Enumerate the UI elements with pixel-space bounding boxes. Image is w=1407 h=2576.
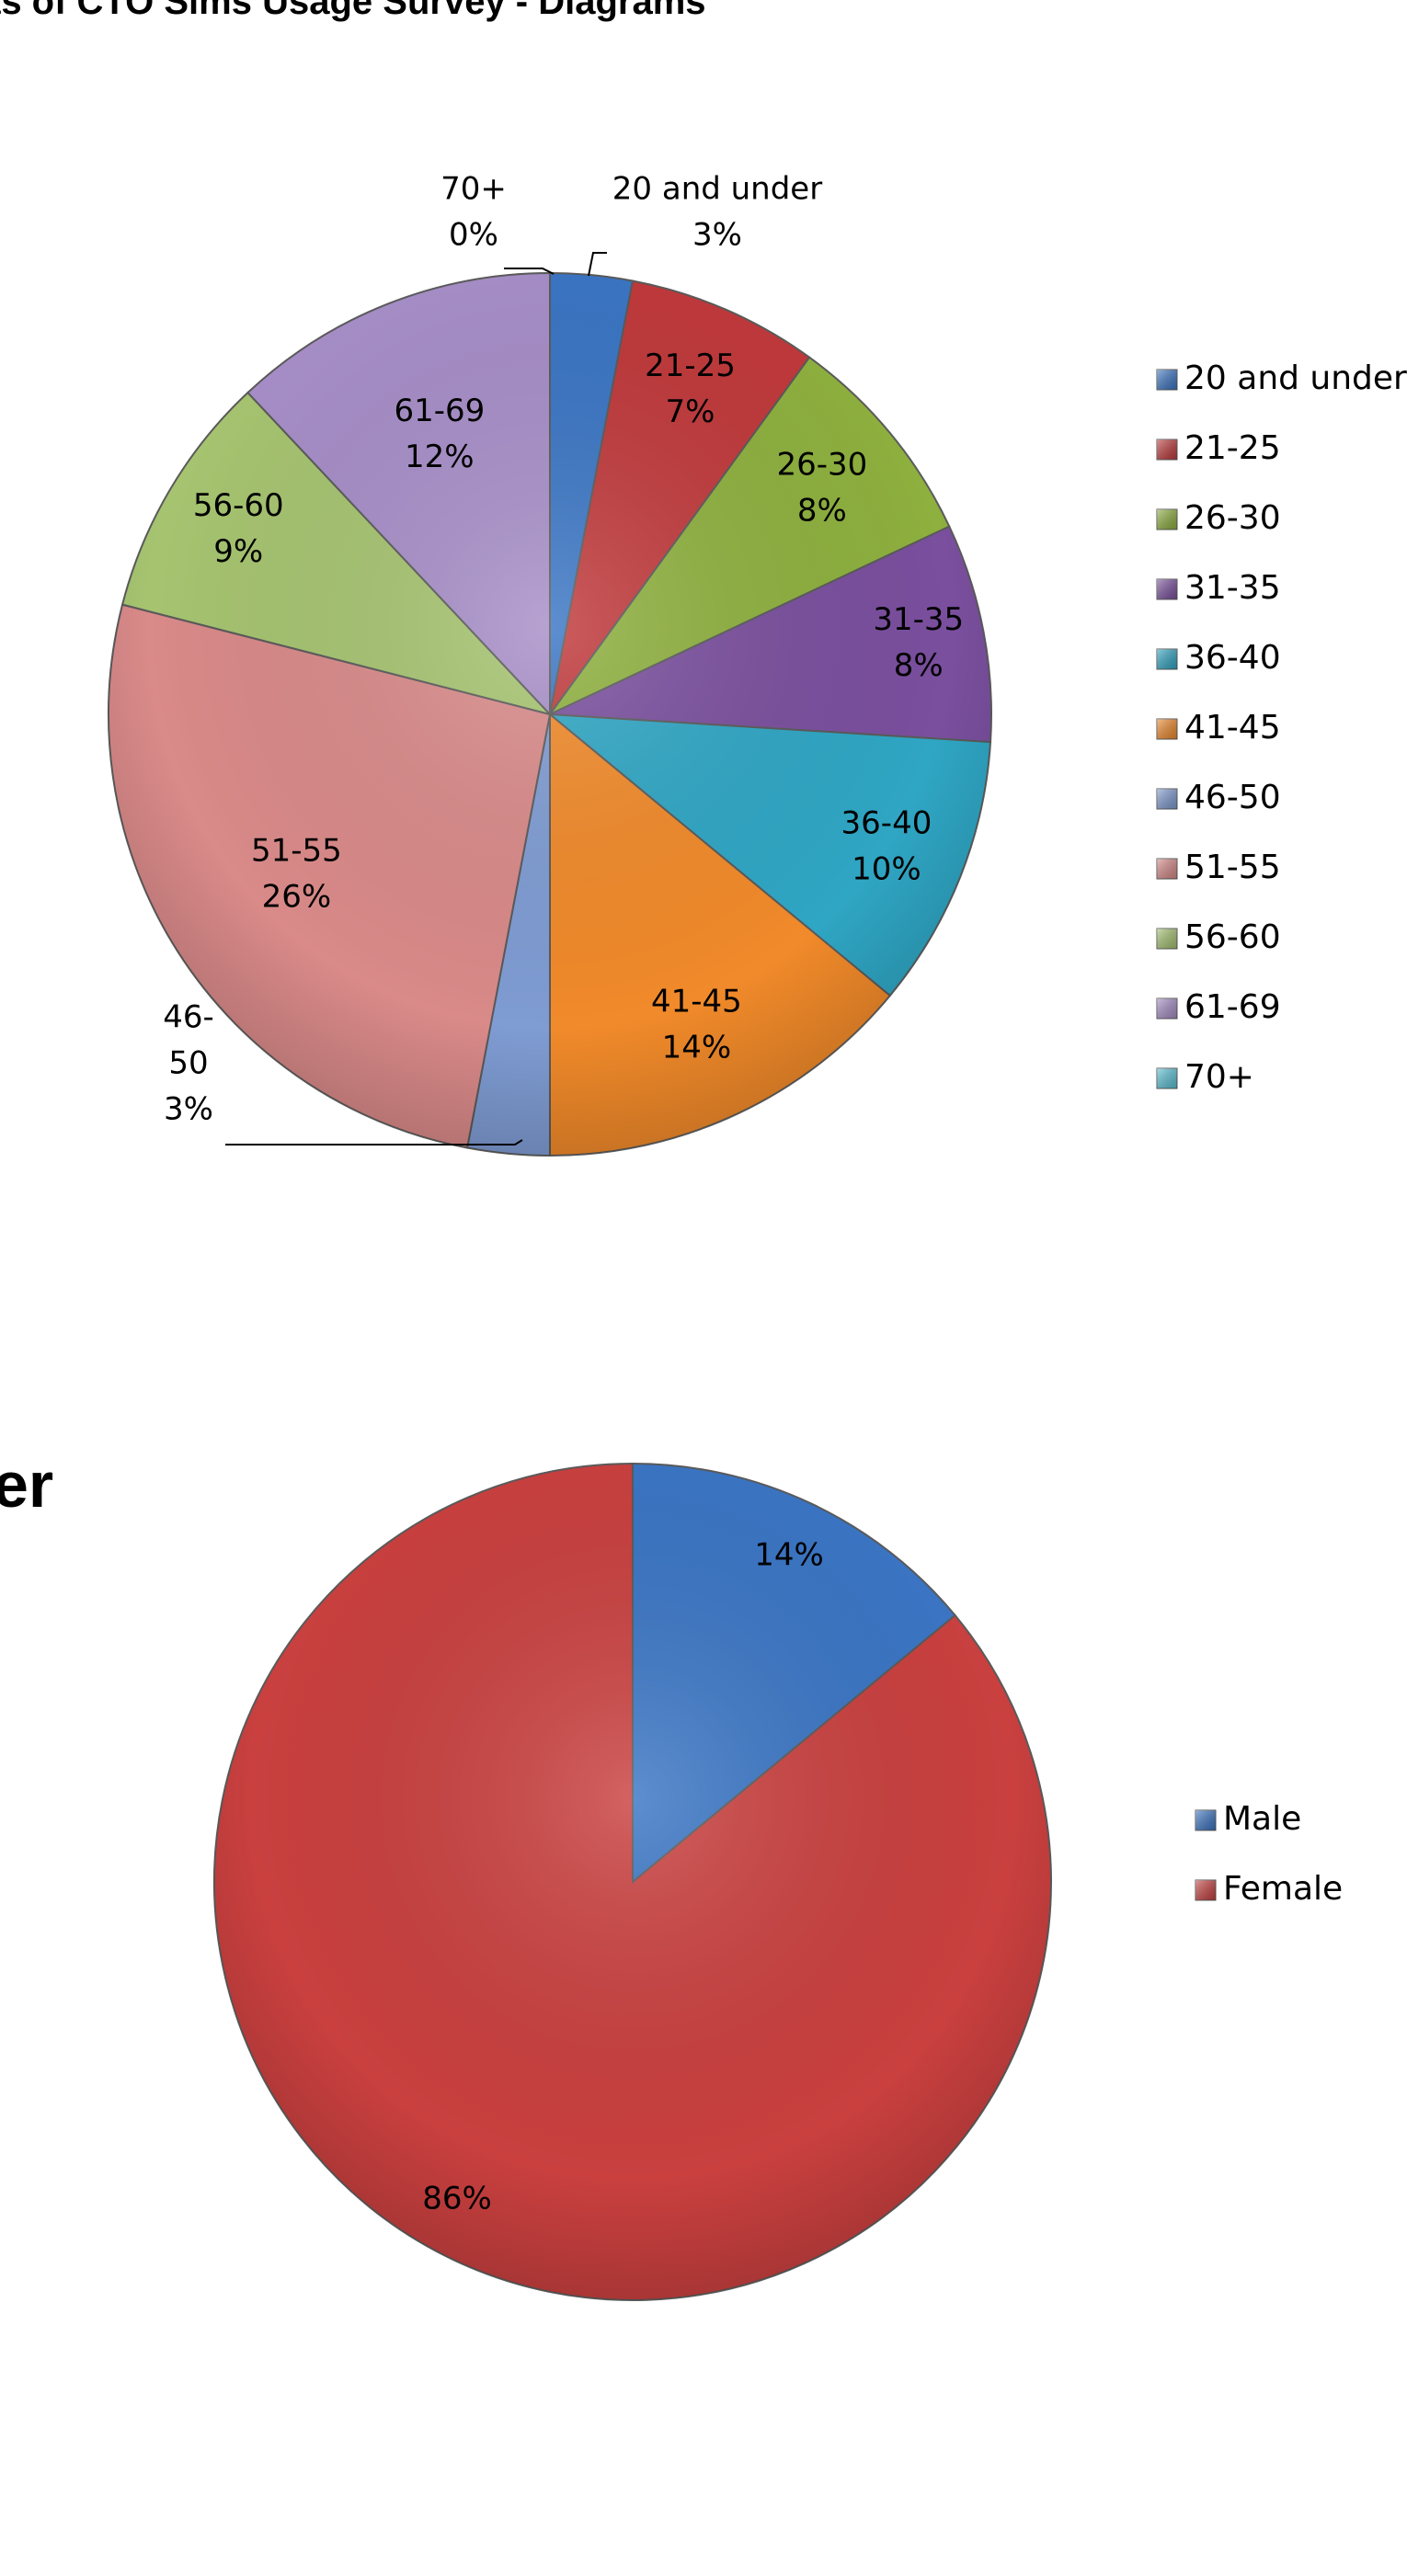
legend-label-26-30: 26-30 (1184, 499, 1281, 537)
gender-pie-chart: 14% 86% Male Female (213, 1462, 1343, 2301)
legend-swatch-shade-26-30 (1157, 509, 1177, 530)
legend-swatch-shade-36-40 (1157, 649, 1177, 669)
age-data-label-56-60-percent: 9% (213, 533, 263, 570)
legend-swatch-shade-70 (1157, 1068, 1177, 1089)
legend-swatch-shade-male (1195, 1810, 1216, 1830)
age-data-label-51-55-percent: 26% (262, 878, 332, 915)
legend-label-61-69: 61-69 (1184, 988, 1281, 1026)
legend-swatch-shade-56-60 (1157, 929, 1177, 949)
age-data-label-46-50-name: 46- (163, 999, 214, 1036)
section-heading: er (0, 1449, 54, 1521)
age-data-label-51-55-name: 51-55 (251, 832, 342, 869)
age-data-label-31-35-percent: 8% (894, 647, 944, 684)
age-data-label-56-60-name: 56-60 (193, 487, 284, 524)
age-data-label-41-45-name: 41-45 (651, 983, 742, 1020)
gender-data-label-female: 86% (422, 2181, 492, 2217)
legend-label-41-45: 41-45 (1184, 709, 1281, 747)
legend-swatch-shade-21-25 (1157, 439, 1177, 460)
legend-swatch-shade-41-45 (1157, 719, 1177, 739)
age-pie-chart: 20 and under 3% 21-25 7% 26-30 8% 31-35 8% 36-40… (108, 171, 1407, 1157)
legend-label-56-60: 56-60 (1184, 918, 1281, 956)
legend-swatch-shade-46-50 (1157, 789, 1177, 809)
legend-label-31-35: 31-35 (1184, 569, 1281, 607)
age-data-label-70-name: 70+ (440, 171, 507, 208)
legend-swatch-shade-51-55 (1157, 859, 1177, 879)
legend-swatch-shade-20-and-under (1157, 370, 1177, 390)
legend-label-46-50: 46-50 (1184, 779, 1281, 816)
age-data-label-26-30-name: 26-30 (776, 447, 867, 484)
age-data-label-46-50-name: 50 (168, 1045, 208, 1082)
age-data-label-36-40-name: 36-40 (841, 804, 932, 841)
age-data-label-61-69-name: 61-69 (394, 393, 485, 429)
legend-swatch-shade-61-69 (1157, 998, 1177, 1019)
legend-label-female: Female (1223, 1870, 1343, 1908)
leader-line-20-and-under (588, 252, 607, 277)
gender-data-label-male: 14% (754, 1537, 824, 1574)
page-title: ts of CTO Sims Usage Survey - Diagrams (0, 0, 706, 22)
legend-label-70: 70+ (1184, 1058, 1254, 1096)
legend-swatch-shade-female (1195, 1880, 1216, 1900)
age-data-label-21-25-name: 21-25 (645, 348, 736, 384)
legend-label-51-55: 51-55 (1184, 849, 1281, 886)
legend-label-21-25: 21-25 (1184, 429, 1281, 467)
age-data-label-20-and-under-name: 20 and under (612, 171, 822, 208)
legend-label-20-and-under: 20 and under (1184, 359, 1407, 397)
age-data-label-36-40-percent: 10% (852, 850, 921, 887)
age-data-label-70-percent: 0% (449, 217, 498, 254)
legend-label-male: Male (1223, 1800, 1301, 1838)
legend-swatch-shade-31-35 (1157, 579, 1177, 599)
age-data-label-21-25-percent: 7% (666, 393, 715, 430)
age-data-label-46-50-percent: 3% (164, 1091, 213, 1128)
age-data-label-61-69-percent: 12% (405, 439, 475, 475)
legend-label-36-40: 36-40 (1184, 639, 1281, 677)
age-data-label-20-and-under-percent: 3% (692, 217, 742, 254)
age-data-label-26-30-percent: 8% (797, 493, 847, 530)
leader-line-46-50 (225, 1139, 523, 1146)
leader-line-70-plus (504, 268, 555, 275)
age-data-label-31-35-name: 31-35 (873, 601, 964, 638)
age-data-label-41-45-percent: 14% (662, 1029, 732, 1066)
